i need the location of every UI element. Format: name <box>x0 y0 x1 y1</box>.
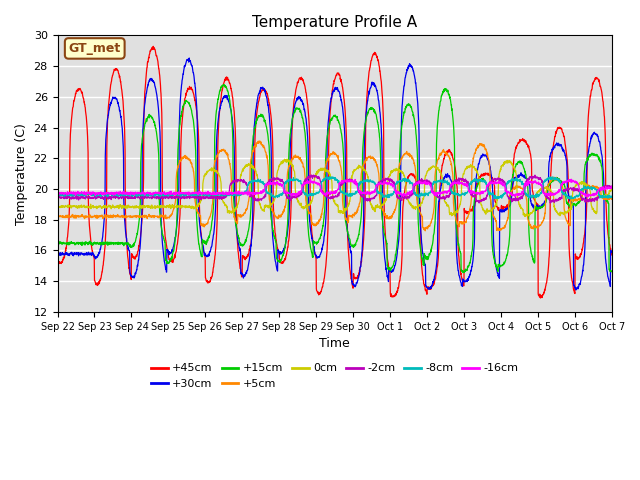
-8cm <box>496 194 504 200</box>
+30cm <box>209 240 216 245</box>
0cm <box>208 166 216 172</box>
-2cm <box>547 200 554 206</box>
+45cm <box>54 255 61 261</box>
+15cm <box>459 270 467 276</box>
+5cm <box>256 138 264 144</box>
+45cm <box>150 44 157 49</box>
-16cm <box>559 180 566 185</box>
-8cm <box>559 192 567 197</box>
-16cm <box>584 194 592 200</box>
+30cm <box>608 249 616 254</box>
Line: -2cm: -2cm <box>58 175 612 203</box>
-2cm <box>208 194 216 200</box>
0cm <box>351 167 358 173</box>
-8cm <box>608 193 616 199</box>
X-axis label: Time: Time <box>319 337 350 350</box>
0cm <box>575 180 582 186</box>
Line: -16cm: -16cm <box>58 179 612 197</box>
+30cm <box>54 250 61 256</box>
0cm <box>496 169 504 175</box>
Line: +45cm: +45cm <box>58 47 612 298</box>
0cm <box>363 171 371 177</box>
-16cm <box>568 176 575 182</box>
+5cm <box>608 196 616 202</box>
-16cm <box>351 179 358 185</box>
-8cm <box>575 193 582 199</box>
-16cm <box>208 191 216 196</box>
Line: 0cm: 0cm <box>58 159 612 216</box>
+45cm <box>559 131 567 136</box>
+45cm <box>209 273 216 278</box>
+15cm <box>220 82 228 87</box>
+15cm <box>575 200 582 205</box>
+15cm <box>351 242 358 248</box>
+30cm <box>572 287 580 293</box>
+5cm <box>351 211 358 217</box>
0cm <box>284 156 291 162</box>
-2cm <box>559 189 567 195</box>
-2cm <box>575 186 582 192</box>
Title: Temperature Profile A: Temperature Profile A <box>252 15 417 30</box>
-8cm <box>567 196 575 202</box>
+45cm <box>351 275 358 281</box>
+30cm <box>575 284 582 289</box>
+5cm <box>421 228 429 234</box>
Legend: +45cm, +30cm, +15cm, +5cm, 0cm, -2cm, -8cm, -16cm: +45cm, +30cm, +15cm, +5cm, 0cm, -2cm, -8… <box>147 359 523 394</box>
-8cm <box>326 174 333 180</box>
+15cm <box>608 269 616 275</box>
-2cm <box>351 179 358 185</box>
-8cm <box>363 178 371 184</box>
Text: GT_met: GT_met <box>68 42 121 55</box>
-8cm <box>351 190 358 196</box>
-16cm <box>54 191 61 197</box>
+15cm <box>208 217 216 223</box>
+5cm <box>497 226 504 232</box>
+30cm <box>559 147 567 153</box>
Y-axis label: Temperature (C): Temperature (C) <box>15 123 28 225</box>
-16cm <box>363 191 371 196</box>
+30cm <box>496 207 504 213</box>
-16cm <box>575 182 582 188</box>
+15cm <box>497 263 504 269</box>
-2cm <box>496 177 504 183</box>
+5cm <box>575 197 582 203</box>
+30cm <box>351 283 358 288</box>
+5cm <box>54 213 61 219</box>
-16cm <box>496 180 504 186</box>
+15cm <box>559 181 567 187</box>
+45cm <box>608 252 616 258</box>
-16cm <box>608 185 616 191</box>
0cm <box>521 214 529 219</box>
-2cm <box>308 172 316 178</box>
+15cm <box>54 241 61 247</box>
Line: +15cm: +15cm <box>58 84 612 273</box>
-8cm <box>208 192 216 198</box>
-2cm <box>608 183 616 189</box>
+45cm <box>575 255 582 261</box>
0cm <box>559 210 567 216</box>
+30cm <box>363 102 371 108</box>
Line: +30cm: +30cm <box>58 58 612 290</box>
0cm <box>608 187 616 192</box>
+45cm <box>496 208 504 214</box>
+45cm <box>363 93 371 99</box>
Line: +5cm: +5cm <box>58 141 612 231</box>
+5cm <box>208 203 216 208</box>
-8cm <box>54 192 61 198</box>
0cm <box>54 204 61 210</box>
Line: -8cm: -8cm <box>58 177 612 199</box>
+15cm <box>363 113 371 119</box>
+30cm <box>186 55 193 61</box>
+5cm <box>559 188 567 194</box>
+5cm <box>363 155 371 160</box>
+45cm <box>537 295 545 301</box>
-2cm <box>363 196 371 202</box>
-2cm <box>54 194 61 200</box>
